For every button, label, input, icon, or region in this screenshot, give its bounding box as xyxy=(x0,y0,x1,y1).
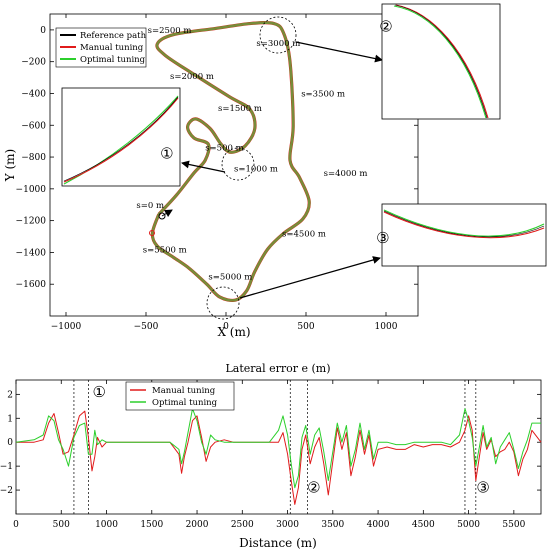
track-path-group xyxy=(150,21,311,303)
distance-label: s=2500 m xyxy=(148,26,192,36)
track-reference-line xyxy=(151,21,311,302)
error-x-tick-label: 5000 xyxy=(457,520,480,530)
error-y-tick-label: 2 xyxy=(7,390,13,400)
distance-label: s=4500 m xyxy=(282,230,326,240)
error-tick-group: 0 500 1000 1500 2000 2500 3000 3500 4000 4500 5000… xyxy=(0,380,541,530)
map-legend: Reference path Manual tuning Optimal tun… xyxy=(55,27,147,68)
error-region-label-1: ① xyxy=(93,383,106,401)
error-region-labels: ① ② ③ xyxy=(93,383,490,497)
distance-label: s=0 m xyxy=(136,201,164,211)
error-series-manual xyxy=(16,410,542,505)
track-map-chart: −1000 −500 0 500 1000 0 −200 −400 −600 −800 −1000 −… xyxy=(3,3,547,339)
zoom-circle-2 xyxy=(259,16,297,54)
error-y-tick-label: 1 xyxy=(7,414,13,424)
error-legend-label-optimal: Optimal tuning xyxy=(152,398,218,408)
error-x-tick-label: 1000 xyxy=(95,520,118,530)
error-x-tick-label: 2500 xyxy=(231,520,254,530)
map-y-tick-label: −800 xyxy=(21,153,46,163)
error-x-tick-label: 1500 xyxy=(140,520,163,530)
map-y-tick-label: −400 xyxy=(21,89,46,99)
legend-label-optimal: Optimal tuning xyxy=(80,55,146,65)
circled-marker-2: ② xyxy=(379,17,392,35)
legend-label-reference: Reference path xyxy=(80,31,147,41)
error-legend-label-manual: Manual tuning xyxy=(152,386,216,396)
zoom-inset-3 xyxy=(381,203,547,267)
map-y-tick-label: −1200 xyxy=(16,217,47,227)
map-y-axis-label: Y (m) xyxy=(3,149,17,182)
zoom-inset-2 xyxy=(381,3,501,120)
map-x-tick-label: −1000 xyxy=(51,322,82,332)
error-x-tick-label: 2000 xyxy=(186,520,209,530)
error-y-tick-label: −1 xyxy=(0,462,13,472)
error-x-tick-label: 500 xyxy=(53,520,70,530)
distance-label: s=5000 m xyxy=(208,272,252,282)
legend-label-manual: Manual tuning xyxy=(80,43,144,53)
error-series-group xyxy=(15,408,542,505)
error-x-tick-label: 4000 xyxy=(367,520,390,530)
error-x-tick-label: 5500 xyxy=(502,520,525,530)
zoom-arrow-2 xyxy=(295,41,383,63)
map-x-axis-label: X (m) xyxy=(217,325,250,339)
error-y-tick-label: 0 xyxy=(7,438,13,448)
zoom-inset-1 xyxy=(61,87,181,187)
error-x-tick-label: 4500 xyxy=(412,520,435,530)
error-y-tick-label: −2 xyxy=(0,486,13,496)
map-tick-group: −1000 −500 0 500 1000 0 −200 −400 −600 −800 −1000 −… xyxy=(16,14,418,332)
distance-label: s=3000 m xyxy=(256,39,300,49)
circled-marker-3: ③ xyxy=(376,229,389,247)
error-x-axis-label: Distance (m) xyxy=(239,536,317,550)
circled-marker-1: ① xyxy=(160,145,173,163)
error-x-tick-label: 3000 xyxy=(276,520,299,530)
distance-label: s=1500 m xyxy=(218,104,262,114)
error-chart-title: Lateral error e (m) xyxy=(225,362,330,375)
distance-label: s=4000 m xyxy=(324,169,368,179)
error-x-tick-label: 3500 xyxy=(321,520,344,530)
map-x-tick-label: 1000 xyxy=(375,322,398,332)
map-y-tick-label: −1600 xyxy=(16,280,47,290)
error-plot-frame xyxy=(15,379,542,515)
distance-label: s=1000 m xyxy=(234,164,278,174)
distance-label: s=500 m xyxy=(205,144,243,154)
zoom-circle-1 xyxy=(221,147,255,181)
map-y-tick-label: −1000 xyxy=(16,185,47,195)
map-y-tick-label: −200 xyxy=(21,58,46,68)
distance-label: s=5500 m xyxy=(143,245,187,255)
lateral-error-chart: Lateral error e (m) 0 500 1000 1500 2000 2500… xyxy=(0,362,542,550)
map-y-tick-label: 0 xyxy=(40,26,46,36)
zoom-arrow-1 xyxy=(181,160,226,173)
error-region-label-3: ③ xyxy=(476,478,489,496)
circled-marker-group: ① ② ③ xyxy=(160,17,393,246)
start-marker xyxy=(149,209,173,236)
distance-label: s=2000 m xyxy=(170,72,214,82)
zoom-arrow-3 xyxy=(239,256,381,299)
error-x-tick-label: 0 xyxy=(13,520,19,530)
map-y-tick-label: −1400 xyxy=(16,248,47,258)
error-legend: Manual tuning Optimal tuning xyxy=(125,381,235,411)
map-y-tick-label: −600 xyxy=(21,121,46,131)
error-series-optimal xyxy=(15,408,541,489)
distance-label: s=3500 m xyxy=(301,90,345,100)
map-x-tick-label: 500 xyxy=(297,322,314,332)
map-x-tick-label: −500 xyxy=(134,322,159,332)
distance-label-group: s=0 m s=500 m s=1000 m s=1500 m s=2000 m s=25… xyxy=(136,26,367,282)
error-region-label-2: ② xyxy=(307,478,320,496)
map-x-tick-label: 0 xyxy=(223,322,229,332)
zoom-circle-3 xyxy=(206,286,240,320)
